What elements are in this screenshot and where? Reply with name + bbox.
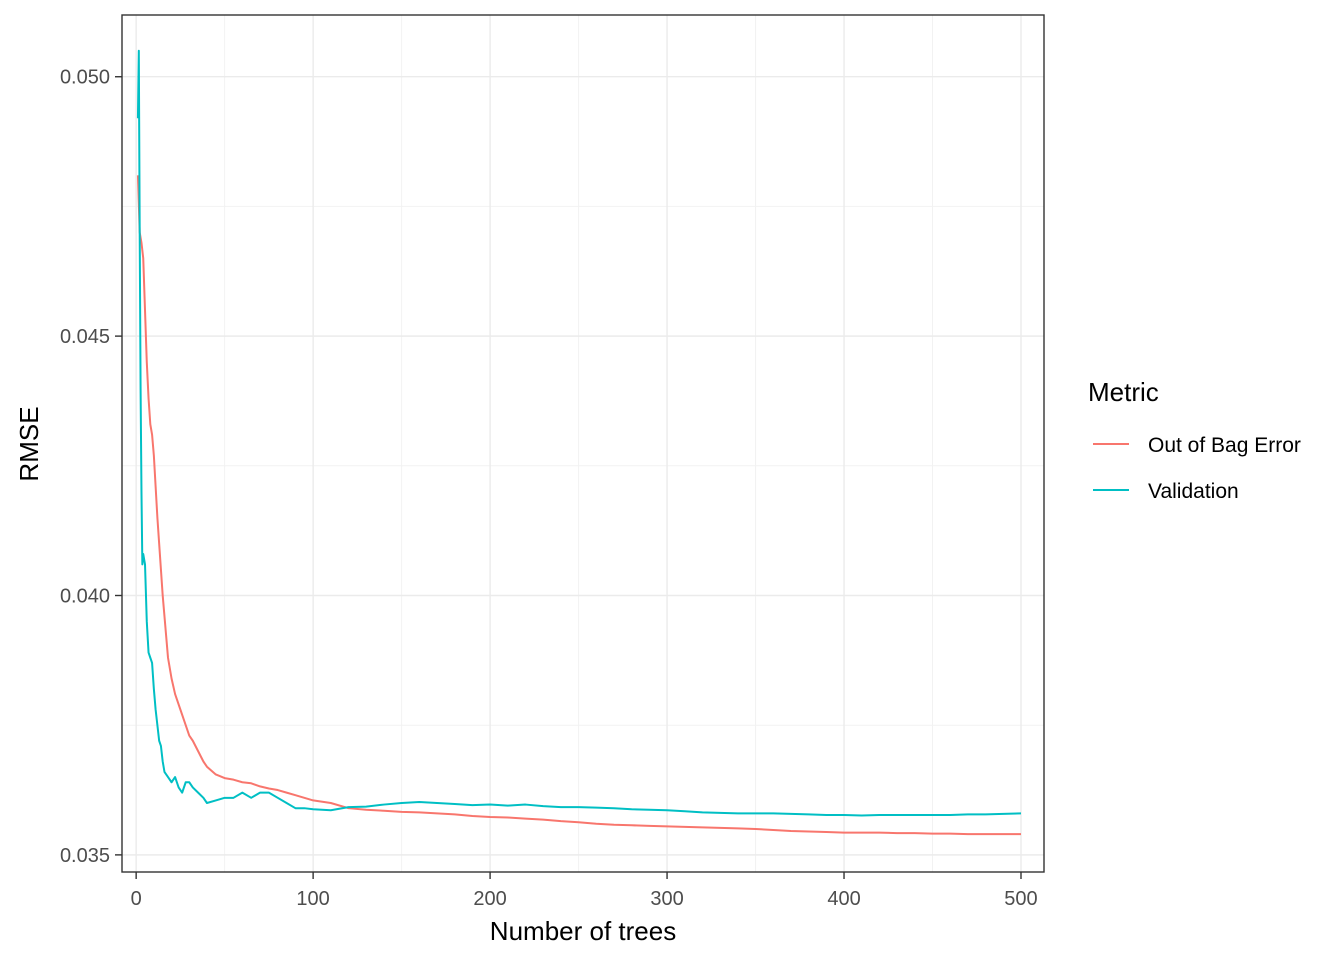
series-lines xyxy=(136,49,1022,836)
y-axis-title: RMSE xyxy=(14,406,44,481)
legend-title: Metric xyxy=(1088,377,1159,407)
x-axis-title: Number of trees xyxy=(490,916,676,946)
x-tick-label: 500 xyxy=(1004,888,1037,910)
series-line-out-of-bag-error xyxy=(136,175,1021,836)
x-tick-label: 400 xyxy=(827,888,860,910)
x-tick-label: 200 xyxy=(473,888,506,910)
y-axis-ticks: 0.035 0.040 0.045 0.050 xyxy=(60,67,122,867)
minor-gridlines xyxy=(122,15,1044,872)
y-tick-label: 0.045 xyxy=(60,326,110,348)
series-line-validation xyxy=(136,49,1022,817)
x-tick-label: 0 xyxy=(131,888,142,910)
x-axis-ticks: 0 100 200 300 400 500 xyxy=(131,872,1038,910)
y-tick-label: 0.040 xyxy=(60,585,110,607)
legend-label-out-of-bag-error: Out of Bag Error xyxy=(1148,434,1301,457)
major-gridlines xyxy=(122,15,1044,872)
plot-panel-border xyxy=(121,14,1045,873)
x-tick-label: 300 xyxy=(650,888,683,910)
legend-items: Out of Bag Error Validation xyxy=(1093,434,1301,503)
y-tick-label: 0.050 xyxy=(60,67,110,89)
y-tick-label: 0.035 xyxy=(60,845,110,867)
legend: Metric Out of Bag Error Validation xyxy=(1088,377,1301,503)
x-tick-label: 100 xyxy=(296,888,329,910)
legend-label-validation: Validation xyxy=(1148,480,1239,503)
